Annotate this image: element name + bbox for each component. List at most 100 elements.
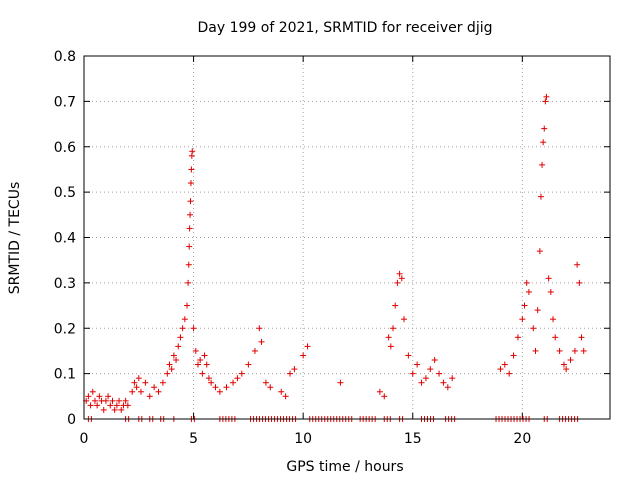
data-point — [187, 211, 194, 218]
data-point — [135, 375, 142, 382]
data-point — [400, 316, 407, 323]
data-point — [563, 366, 570, 373]
axis-ticks — [83, 55, 610, 420]
data-point — [234, 375, 241, 382]
data-point — [398, 275, 405, 282]
tick-labels: 0 0.1 0.2 0.3 0.4 0.5 0.6 0.7 0.8 0 5 10 15 20 — [54, 49, 532, 447]
data-point — [552, 334, 559, 341]
data-point — [267, 384, 274, 391]
data-point — [532, 347, 539, 354]
data-point — [536, 248, 543, 255]
x-tick-label: 20 — [513, 431, 531, 447]
data-point — [184, 302, 191, 309]
x-tick-label: 5 — [189, 431, 198, 447]
data-point — [396, 270, 403, 277]
data-point — [189, 148, 196, 155]
data-point — [497, 366, 504, 373]
data-point — [208, 379, 215, 386]
data-point — [262, 379, 269, 386]
data-point — [166, 361, 173, 368]
data-point — [545, 275, 552, 282]
y-axis-label: SRMTID / TECUs — [7, 182, 23, 295]
data-point — [116, 397, 123, 404]
data-point — [300, 352, 307, 359]
data-point — [525, 288, 532, 295]
data-point — [431, 357, 438, 364]
data-point — [137, 388, 144, 395]
data-point — [177, 334, 184, 341]
data-point — [181, 316, 188, 323]
data-point — [216, 388, 223, 395]
data-point — [534, 307, 541, 314]
data-point — [129, 388, 136, 395]
data-point — [89, 388, 96, 395]
x-tick-label: 15 — [404, 431, 422, 447]
data-point — [376, 388, 383, 395]
y-tick-label: 0.8 — [54, 49, 76, 65]
data-point — [186, 243, 193, 250]
data-point — [173, 357, 180, 364]
data-point — [111, 406, 118, 413]
data-point — [87, 402, 94, 409]
data-point — [170, 352, 177, 359]
data-point — [510, 352, 517, 359]
data-point — [287, 370, 294, 377]
data-point — [540, 139, 547, 146]
data-point — [578, 334, 585, 341]
data-point — [179, 325, 186, 332]
data-point — [541, 125, 548, 132]
data-point — [574, 261, 581, 268]
data-point — [547, 288, 554, 295]
data-point — [109, 397, 116, 404]
data-point — [133, 384, 140, 391]
y-tick-label: 0.1 — [54, 367, 76, 383]
data-point — [159, 379, 166, 386]
data-point — [409, 370, 416, 377]
data-point — [192, 347, 199, 354]
data-point — [256, 325, 263, 332]
data-point — [131, 379, 138, 386]
data-point — [118, 406, 125, 413]
data-point — [187, 180, 194, 187]
data-point — [556, 347, 563, 354]
data-point — [449, 375, 456, 382]
y-tick-label: 0.4 — [54, 231, 76, 247]
data-point — [282, 393, 289, 400]
data-point — [418, 379, 425, 386]
data-point — [427, 366, 434, 373]
data-point — [146, 393, 153, 400]
data-point — [91, 397, 98, 404]
data-point — [168, 366, 175, 373]
y-tick-label: 0.7 — [54, 94, 76, 110]
y-tick-label: 0.2 — [54, 321, 76, 337]
data-point — [238, 370, 245, 377]
data-point — [113, 402, 120, 409]
data-point — [199, 370, 206, 377]
data-point — [381, 393, 388, 400]
x-axis-label: GPS time / hours — [286, 459, 403, 475]
data-point — [258, 338, 265, 345]
data-point — [387, 343, 394, 350]
data-point — [230, 379, 237, 386]
data-point — [124, 402, 131, 409]
grid-lines — [84, 56, 610, 419]
data-point — [107, 402, 114, 409]
data-point — [506, 370, 513, 377]
data-point — [197, 357, 204, 364]
data-point — [203, 361, 210, 368]
data-point — [580, 347, 587, 354]
y-tick-label: 0.6 — [54, 140, 76, 156]
data-point — [102, 397, 109, 404]
data-point — [96, 393, 103, 400]
data-point — [444, 384, 451, 391]
data-point — [422, 375, 429, 382]
data-point — [537, 193, 544, 200]
data-point — [278, 388, 285, 395]
data-point — [201, 352, 208, 359]
data-point — [542, 98, 549, 105]
data-point — [560, 361, 567, 368]
data-point — [186, 225, 193, 232]
data-point — [550, 316, 557, 323]
data-point — [223, 384, 230, 391]
